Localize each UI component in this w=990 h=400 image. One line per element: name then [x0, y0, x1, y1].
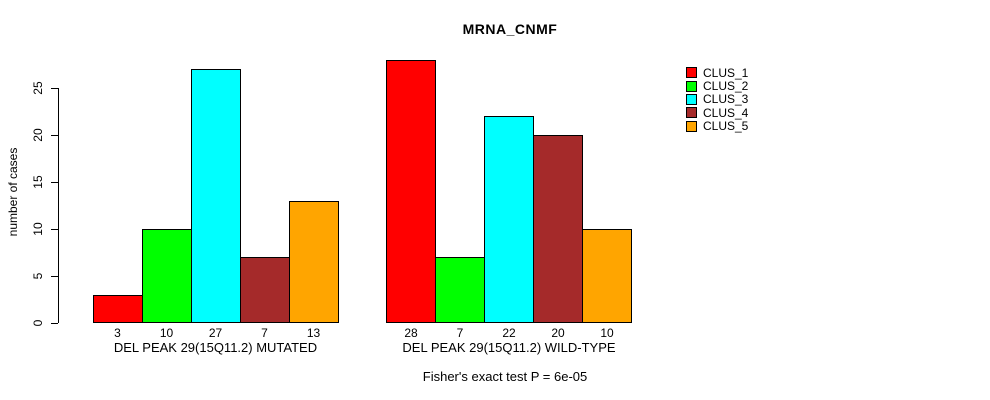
legend-item-clus_5: CLUS_5 — [686, 120, 748, 133]
legend-item-clus_3: CLUS_3 — [686, 93, 748, 106]
bar-value-label: 27 — [208, 326, 223, 340]
x-axis-group-label: DEL PEAK 29(15Q11.2) MUTATED — [113, 340, 318, 355]
bar-value-label: 7 — [261, 326, 268, 340]
legend-color-swatch — [686, 80, 697, 92]
y-axis-tick — [51, 181, 58, 183]
chart-title: MRNA_CNMF — [462, 21, 558, 37]
y-axis-tick-label: 10 — [31, 222, 45, 236]
legend-label: CLUS_5 — [703, 119, 749, 134]
bar-value-label: 10 — [600, 326, 614, 340]
annotation-text: Fisher's exact test P = 6e-05 — [422, 369, 588, 384]
y-axis-tick — [51, 87, 58, 89]
legend-label: CLUS_4 — [703, 105, 749, 120]
bar-value-label: 20 — [551, 326, 565, 340]
bar-value-label: 7 — [456, 326, 464, 340]
y-axis-line — [58, 88, 59, 323]
y-axis-label: number of cases — [6, 147, 20, 237]
y-axis-tick-label: 25 — [31, 81, 45, 95]
legend-color-swatch — [686, 107, 697, 119]
x-axis-group-label: DEL PEAK 29(15Q11.2) WILD-TYPE — [402, 340, 616, 355]
legend-item-clus_2: CLUS_2 — [686, 79, 748, 92]
y-axis-tick — [51, 275, 58, 277]
bar-value-label: 22 — [502, 326, 516, 340]
bar-clus_5-group1 — [288, 200, 339, 323]
y-axis-tick — [51, 228, 58, 230]
bar-value-label: 28 — [404, 326, 418, 340]
bar-clus_4-group1 — [239, 257, 290, 323]
y-axis-tick-label: 20 — [31, 128, 45, 142]
bar-clus_5-group2 — [582, 229, 632, 323]
bar-value-label: 3 — [114, 326, 121, 340]
bar-clus_1-group1 — [92, 294, 143, 323]
y-axis-tick-label: 5 — [31, 272, 45, 280]
legend-label: CLUS_2 — [703, 79, 749, 94]
bar-clus_4-group2 — [533, 135, 583, 323]
bar-clus_3-group2 — [484, 116, 534, 323]
legend-color-swatch — [686, 67, 697, 79]
legend-color-swatch — [686, 120, 697, 132]
bar-clus_2-group2 — [435, 257, 485, 323]
legend-label: CLUS_3 — [703, 92, 749, 107]
bar-value-label: 10 — [159, 326, 174, 340]
legend-item-clus_1: CLUS_1 — [686, 66, 748, 79]
legend: CLUS_1 CLUS_2 CLUS_3 CLUS_4 CLUS_5 — [686, 66, 748, 133]
legend-label: CLUS_1 — [703, 65, 749, 80]
bar-clus_2-group1 — [141, 229, 192, 323]
bar-value-label: 13 — [306, 326, 321, 340]
y-axis-tick — [51, 322, 58, 324]
y-axis-tick-label: 15 — [31, 175, 45, 189]
legend-item-clus_4: CLUS_4 — [686, 106, 748, 119]
bar-clus_3-group1 — [190, 69, 241, 323]
y-axis-tick — [51, 134, 58, 136]
y-axis-tick-label: 0 — [31, 319, 45, 327]
legend-color-swatch — [686, 93, 697, 105]
bar-clus_1-group2 — [386, 59, 436, 323]
